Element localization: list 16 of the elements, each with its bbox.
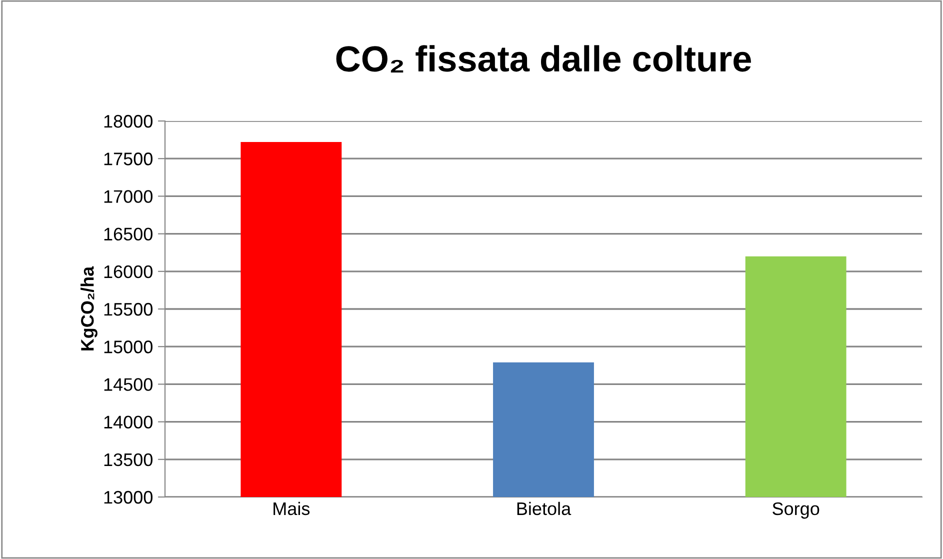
x-tick-label: Sorgo	[772, 502, 820, 519]
x-tick-label: Mais	[274, 502, 310, 516]
y-tick-label: 16000	[104, 265, 152, 278]
y-tick-label: 16500	[104, 228, 152, 241]
y-axis-title: KgCO₂/ha	[80, 266, 98, 350]
y-tick-label: 13500	[104, 453, 152, 466]
y-tick-label: 15000	[104, 340, 152, 354]
chart-title: CO₂ fissata dalle colture	[336, 45, 751, 72]
y-tick-label: 17000	[104, 190, 152, 203]
y-tick-label: 13000	[104, 490, 152, 504]
y-tick-label: 14000	[104, 416, 152, 429]
x-tick-label: Bietola	[517, 502, 572, 516]
y-tick-label: 18000	[104, 114, 152, 128]
y-tick-label: 14500	[104, 378, 152, 391]
y-tick-label: 17500	[104, 152, 152, 166]
y-tick-label: 15500	[104, 302, 152, 316]
